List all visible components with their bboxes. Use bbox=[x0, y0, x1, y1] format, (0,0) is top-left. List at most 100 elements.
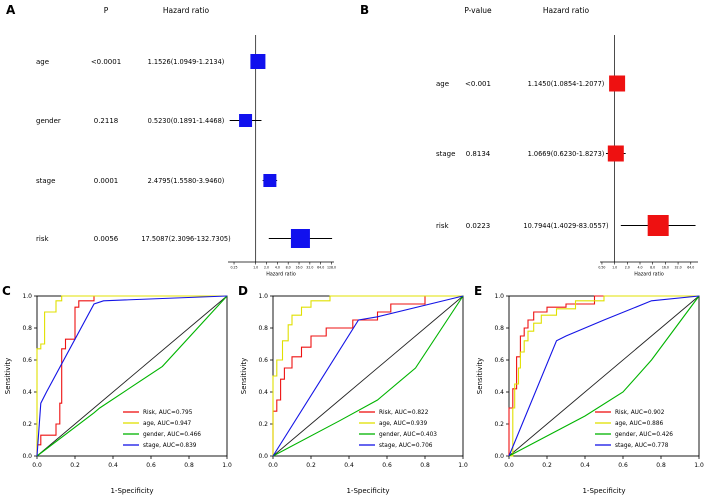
forest-marker-age bbox=[609, 75, 626, 92]
y-axis: 0.0 0.2 0.4 0.6 0.8 1.0 Sensitivity bbox=[4, 293, 37, 460]
roc-curve-risk bbox=[272, 295, 463, 456]
panel-b: B P-value Hazard ratio age <0.001 1.1450(1.0… bbox=[354, 0, 708, 280]
x-tick-label: 1.0 bbox=[458, 462, 468, 469]
roc-curve-gender bbox=[36, 295, 228, 457]
p-column-header: P bbox=[104, 6, 109, 15]
x-tick-label: 0.8 bbox=[420, 462, 430, 469]
x-tick-label: 0.50 bbox=[598, 266, 605, 270]
y-tick-label: 0.6 bbox=[22, 357, 32, 364]
row-p-value: 0.0223 bbox=[466, 222, 491, 230]
legend-label: Risk, AUC=0.902 bbox=[615, 410, 665, 416]
y-tick-label: 0.6 bbox=[494, 357, 504, 364]
x-tick-label: 128.0 bbox=[327, 266, 336, 270]
x-axis: 0.25 1.0 2.0 4.0 8.0 16.0 32.0 64.0 128.0 Hazard … bbox=[228, 261, 336, 278]
row-p-value: <0.001 bbox=[465, 80, 491, 88]
diagonal-reference-line bbox=[36, 295, 228, 457]
panel-a: A P Hazard ratio age <0.0001 1.1526(1.0949-1… bbox=[0, 0, 354, 280]
forest-chart-A: P Hazard ratio age <0.0001 1.1526(1.0949-1.2… bbox=[36, 6, 336, 278]
y-axis: 0.0 0.2 0.4 0.6 0.8 1.0 Sensitivity bbox=[240, 293, 273, 460]
roc-curve-gender bbox=[272, 295, 464, 457]
y-axis: 0.0 0.2 0.4 0.6 0.8 1.0 Sensitivity bbox=[476, 293, 509, 460]
roc-plot-c: 0.0 0.2 0.4 0.6 0.8 1.0 1-Specificity 0.0 0.2 0.4… bbox=[0, 280, 236, 499]
panel-e-letter: E bbox=[474, 284, 483, 298]
p-column-header: P-value bbox=[464, 6, 492, 15]
row-label: stage bbox=[36, 177, 55, 185]
row-p-value: 0.8134 bbox=[466, 150, 491, 158]
x-tick-label: 16.0 bbox=[295, 266, 302, 270]
panel-b-letter: B bbox=[360, 3, 370, 17]
y-tick-label: 0.6 bbox=[258, 357, 268, 364]
forest-row-stage: stage 0.8134 1.0669(0.6230-1.8273) bbox=[436, 145, 626, 162]
x-axis: 0.0 0.2 0.4 0.6 0.8 1.0 1-Specificity bbox=[32, 456, 232, 495]
legend-label: Risk, AUC=0.795 bbox=[143, 410, 193, 416]
legend-label: gender, AUC=0.426 bbox=[615, 432, 673, 438]
x-tick-label: 0.4 bbox=[580, 462, 590, 469]
y-tick-label: 0.8 bbox=[494, 325, 504, 332]
x-axis: 0.0 0.2 0.4 0.6 0.8 1.0 1-Specificity bbox=[504, 456, 704, 495]
forest-marker-age bbox=[250, 54, 266, 69]
x-tick-label: 0.2 bbox=[70, 462, 80, 469]
row-label: risk bbox=[36, 235, 49, 243]
x-tick-label: 4.0 bbox=[637, 266, 642, 270]
row-p-value: 0.2118 bbox=[94, 117, 119, 125]
x-tick-label: 64.0 bbox=[687, 266, 694, 270]
y-tick-label: 1.0 bbox=[258, 293, 268, 300]
forest-plot-univariate: P Hazard ratio age <0.0001 1.1526(1.0949-1.2… bbox=[0, 0, 354, 280]
panel-d-letter: D bbox=[238, 284, 248, 298]
legend-label: stage, AUC=0.839 bbox=[143, 443, 197, 449]
roc-curve-age bbox=[509, 295, 699, 457]
legend-label: gender, AUC=0.466 bbox=[143, 432, 201, 438]
y-tick-label: 1.0 bbox=[494, 293, 504, 300]
roc-curve-risk bbox=[36, 295, 227, 456]
roc-chart-D: 0.0 0.2 0.4 0.6 0.8 1.0 1-Specificity 0.0 0.2 0.4… bbox=[240, 293, 468, 495]
roc-chart-C: 0.0 0.2 0.4 0.6 0.8 1.0 1-Specificity 0.0 0.2 0.4… bbox=[4, 293, 232, 495]
x-tick-label: 0.0 bbox=[32, 462, 42, 469]
x-tick-label: 0.4 bbox=[108, 462, 118, 469]
row-hr-ci: 17.5087(2.3096-132.7305) bbox=[141, 235, 230, 243]
column-headers: P Hazard ratio bbox=[104, 6, 210, 15]
y-tick-label: 0.4 bbox=[494, 389, 504, 396]
hr-column-header: Hazard ratio bbox=[543, 6, 590, 15]
x-axis-title: Hazard ratio bbox=[266, 272, 296, 278]
x-tick-label: 1.0 bbox=[253, 266, 258, 270]
row-label: risk bbox=[436, 222, 449, 230]
x-tick-label: 0.6 bbox=[382, 462, 392, 469]
legend: Risk, AUC=0.822 age, AUC=0.939 gender, AUC… bbox=[359, 410, 437, 449]
legend-label: Risk, AUC=0.822 bbox=[379, 410, 429, 416]
roc-curve-age bbox=[36, 295, 227, 456]
x-tick-label: 8.0 bbox=[650, 266, 655, 270]
roc-plot-d: 0.0 0.2 0.4 0.6 0.8 1.0 1-Specificity 0.0 0.2 0.4… bbox=[236, 280, 472, 499]
x-tick-label: 0.0 bbox=[504, 462, 514, 469]
diagonal-reference-line bbox=[508, 295, 700, 457]
x-tick-label: 32.0 bbox=[675, 266, 682, 270]
forest-plot-multivariate: P-value Hazard ratio age <0.001 1.1450(1.085… bbox=[354, 0, 708, 280]
panel-d: D 0.0 0.2 0.4 0.6 0.8 1.0 1-Specificity 0.0 0.2 0… bbox=[236, 280, 472, 499]
row-hr-ci: 1.1450(1.0854-1.2077) bbox=[528, 80, 605, 88]
y-tick-label: 0.2 bbox=[258, 421, 268, 428]
row-hr-ci: 2.4795(1.5580-3.9460) bbox=[148, 177, 225, 185]
x-tick-label: 0.0 bbox=[268, 462, 278, 469]
row-p-value: <0.0001 bbox=[91, 58, 121, 66]
legend-label: stage, AUC=0.778 bbox=[615, 443, 669, 449]
forest-chart-B: P-value Hazard ratio age <0.001 1.1450(1.085… bbox=[436, 6, 698, 278]
y-tick-label: 0.4 bbox=[258, 389, 268, 396]
roc-curve-stage bbox=[508, 295, 700, 457]
legend-label: gender, AUC=0.403 bbox=[379, 432, 437, 438]
x-axis-title: 1-Specificity bbox=[346, 487, 389, 495]
row-hr-ci: 1.0669(0.6230-1.8273) bbox=[528, 150, 605, 158]
panel-c: C 0.0 0.2 0.4 0.6 0.8 1.0 1-Specificity 0.0 0.2 0… bbox=[0, 280, 236, 499]
x-tick-label: 0.6 bbox=[618, 462, 628, 469]
x-tick-label: 1.0 bbox=[694, 462, 704, 469]
legend-label: age, AUC=0.947 bbox=[143, 421, 192, 427]
row-p-value: 0.0001 bbox=[94, 177, 119, 185]
legend-label: age, AUC=0.886 bbox=[615, 421, 664, 427]
x-axis-title: 1-Specificity bbox=[110, 487, 153, 495]
x-tick-label: 1.0 bbox=[222, 462, 232, 469]
legend-label: stage, AUC=0.706 bbox=[379, 443, 433, 449]
legend: Risk, AUC=0.902 age, AUC=0.886 gender, AUC… bbox=[595, 410, 673, 449]
forest-row-age: age <0.0001 1.1526(1.0949-1.2134) bbox=[36, 54, 266, 69]
x-tick-label: 64.0 bbox=[317, 266, 324, 270]
x-tick-label: 16.0 bbox=[662, 266, 669, 270]
roc-chart-E: 0.0 0.2 0.4 0.6 0.8 1.0 1-Specificity 0.0 0.2 0.4… bbox=[476, 293, 704, 495]
roc-curve-age bbox=[272, 295, 463, 456]
